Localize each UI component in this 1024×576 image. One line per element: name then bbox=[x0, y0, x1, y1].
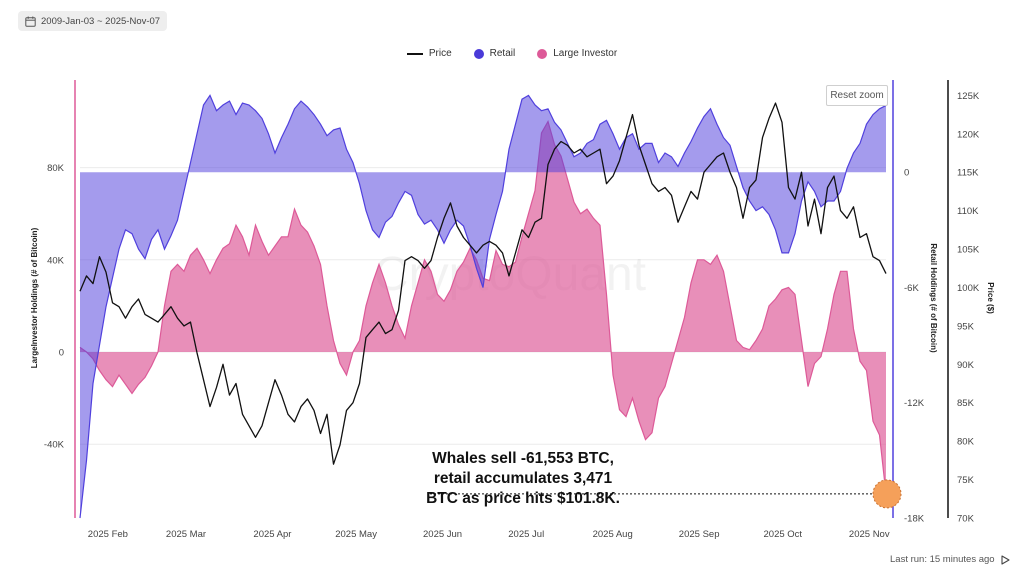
left-axis-title: LargeInvestor Holdings (# of Bitcoin) bbox=[30, 227, 39, 368]
last-run-text: Last run: 15 minutes ago bbox=[890, 554, 995, 565]
price-tick-label: 100K bbox=[957, 283, 980, 294]
reset-zoom-button[interactable]: Reset zoom bbox=[826, 85, 888, 106]
x-tick-label: 2025 Sep bbox=[679, 529, 720, 540]
legend-large-investor-label: Large Investor bbox=[553, 48, 618, 59]
price-tick-label: 85K bbox=[957, 398, 975, 409]
retail-area bbox=[80, 95, 886, 519]
legend-price-label: Price bbox=[428, 48, 452, 59]
highlight-marker bbox=[872, 479, 902, 509]
retail-tick-label: -12K bbox=[904, 398, 925, 409]
price-tick-label: 115K bbox=[957, 168, 979, 179]
large-investor-area bbox=[80, 121, 886, 494]
left-tick-label: 80K bbox=[47, 163, 65, 174]
annotation-line-3: BTC as price hits $101.8K. bbox=[426, 490, 620, 507]
price-tick-label: 75K bbox=[957, 475, 975, 486]
x-tick-label: 2025 Oct bbox=[764, 529, 803, 540]
annotation-line-1: Whales sell -61,553 BTC, bbox=[432, 450, 614, 467]
retail-series bbox=[79, 94, 887, 519]
price-tick-label: 125K bbox=[957, 91, 980, 102]
retail-line bbox=[79, 94, 887, 519]
left-tick-label: 0 bbox=[59, 348, 64, 359]
retail-axis-title: Retail Holdings (# of Bitcoin) bbox=[929, 243, 938, 353]
annotation-line-2: retail accumulates 3,471 bbox=[433, 470, 613, 487]
x-tick-label: 2025 May bbox=[335, 529, 377, 540]
play-icon[interactable] bbox=[1001, 554, 1010, 565]
date-range-text: 2009-Jan-03 ~ 2025-Nov-07 bbox=[41, 15, 161, 27]
calendar-icon bbox=[25, 16, 36, 27]
price-tick-label: 90K bbox=[957, 360, 975, 371]
legend-item-large-investor[interactable]: Large Investor bbox=[537, 48, 617, 59]
x-tick-label: 2025 Nov bbox=[849, 529, 890, 540]
retail-tick-label: -18K bbox=[904, 514, 925, 525]
price-tick-label: 80K bbox=[957, 437, 975, 448]
x-tick-label: 2025 Feb bbox=[88, 529, 128, 540]
legend-item-price[interactable]: Price bbox=[406, 48, 452, 59]
last-run-status: Last run: 15 minutes ago bbox=[890, 554, 1010, 565]
legend-retail-swatch bbox=[473, 48, 484, 59]
x-tick-label: 2025 Jun bbox=[423, 529, 462, 540]
axes bbox=[74, 80, 949, 518]
date-range-picker[interactable]: 2009-Jan-03 ~ 2025-Nov-07 bbox=[18, 11, 168, 31]
price-tick-label: 110K bbox=[957, 206, 979, 217]
chart-legend: Price Retail Large Investor bbox=[0, 48, 1024, 59]
price-axis-title: Price ($) bbox=[986, 282, 995, 314]
legend-retail-label: Retail bbox=[489, 48, 516, 59]
price-tick-label: 105K bbox=[957, 245, 980, 256]
price-line bbox=[79, 102, 887, 465]
left-tick-label: 40K bbox=[47, 255, 65, 266]
x-tick-label: 2025 Jul bbox=[508, 529, 544, 540]
price-tick-label: 120K bbox=[957, 129, 980, 140]
chart-annotation: Whales sell -61,553 BTC, retail accumula… bbox=[412, 449, 634, 509]
x-tick-label: 2025 Apr bbox=[253, 529, 291, 540]
x-tick-label: 2025 Aug bbox=[593, 529, 633, 540]
left-tick-label: -40K bbox=[44, 440, 65, 451]
x-tick-label: 2025 Mar bbox=[166, 529, 206, 540]
tick-labels: 80K 40K 0 -40K 0 -6K -12K -18K 125K 120K 115K 110K 1… bbox=[30, 91, 995, 540]
retail-tick-label: -6K bbox=[904, 283, 919, 294]
price-tick-label: 70K bbox=[957, 514, 975, 525]
price-tick-label: 95K bbox=[957, 321, 975, 332]
legend-price-swatch bbox=[406, 52, 423, 55]
legend-large-investor-swatch bbox=[537, 48, 548, 59]
highlight bbox=[430, 479, 902, 509]
legend-item-retail[interactable]: Retail bbox=[473, 48, 516, 59]
retail-tick-label: 0 bbox=[904, 168, 909, 179]
price-series bbox=[79, 102, 887, 465]
